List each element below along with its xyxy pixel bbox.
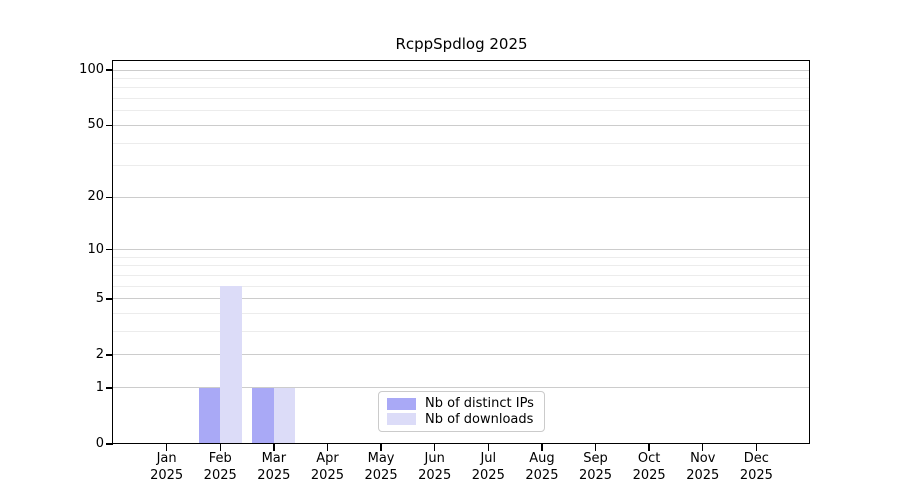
x-tick-mark: [273, 444, 275, 451]
x-tick-mark: [755, 444, 758, 451]
minor-gridline: [113, 78, 810, 80]
major-gridline: [113, 124, 810, 126]
minor-gridline: [113, 110, 810, 112]
x-tick-label: Aug 2025: [525, 451, 559, 483]
x-tick-label: Mar 2025: [257, 451, 291, 483]
major-gridline: [113, 298, 810, 300]
x-tick-label: Oct 2025: [632, 451, 666, 483]
x-tick-mark: [380, 444, 382, 451]
x-tick-label: May 2025: [364, 451, 398, 483]
x-tick-label: Feb 2025: [203, 451, 237, 483]
minor-gridline: [113, 256, 810, 258]
major-gridline: [113, 69, 810, 71]
x-tick-mark: [433, 444, 436, 451]
y-tick-mark: [106, 387, 113, 389]
x-tick-mark: [487, 444, 489, 451]
bar-distinct-ips: [252, 387, 274, 444]
x-tick-mark: [702, 444, 704, 451]
plot-area: [113, 61, 810, 444]
x-tick-label: Jun 2025: [418, 451, 452, 483]
x-tick-label: Jul 2025: [471, 451, 505, 483]
y-tick-label: 1: [95, 379, 104, 395]
minor-gridline: [113, 142, 810, 144]
x-tick-mark: [219, 444, 221, 451]
minor-gridline: [113, 331, 810, 333]
major-gridline: [113, 354, 810, 356]
x-tick-label: Apr 2025: [310, 451, 344, 483]
y-tick-mark: [106, 443, 113, 445]
x-tick-label: Dec 2025: [739, 451, 773, 483]
minor-gridline: [113, 87, 810, 89]
y-tick-label: 2: [95, 346, 104, 362]
x-tick-label: Jan 2025: [150, 451, 184, 483]
x-tick-mark: [594, 444, 597, 451]
y-tick-label: 50: [87, 117, 104, 133]
x-tick-mark: [541, 444, 543, 451]
y-tick-label: 20: [87, 189, 104, 205]
y-tick-mark: [106, 124, 113, 127]
y-tick-mark: [106, 196, 113, 199]
minor-gridline: [113, 313, 810, 315]
y-tick-mark: [106, 354, 113, 356]
major-gridline: [113, 196, 810, 198]
y-tick-mark: [106, 69, 113, 71]
minor-gridline: [113, 165, 810, 167]
x-tick-mark: [165, 444, 168, 451]
y-tick-label: 100: [79, 62, 104, 78]
minor-gridline: [113, 275, 810, 277]
legend-entry: Nb of downloads: [387, 412, 536, 427]
chart-title: RcppSpdlog 2025: [395, 35, 528, 53]
bar-distinct-ips: [198, 387, 221, 444]
y-tick-mark: [106, 298, 113, 300]
bar-downloads: [220, 286, 242, 444]
x-tick-label: Sep 2025: [578, 451, 613, 483]
major-gridline: [113, 387, 810, 389]
y-tick-label: 10: [87, 241, 104, 257]
legend-swatch-downloads-icon: [387, 413, 416, 426]
legend-entry-label: Nb of distinct IPs: [425, 396, 534, 412]
legend: Nb of distinct IPs Nb of downloads: [378, 391, 545, 432]
legend-entry-label: Nb of downloads: [425, 411, 534, 427]
minor-gridline: [113, 265, 810, 267]
major-gridline: [113, 249, 810, 251]
minor-gridline: [113, 285, 810, 287]
minor-gridline: [113, 98, 810, 100]
y-tick-label: 5: [95, 290, 104, 306]
x-tick-mark: [326, 444, 329, 451]
legend-entry: Nb of distinct IPs: [387, 396, 536, 411]
y-tick-label: 0: [95, 436, 104, 451]
bar-downloads: [273, 387, 296, 444]
y-tick-mark: [106, 249, 113, 251]
x-tick-label: Nov 2025: [686, 451, 720, 483]
legend-swatch-distinct-ips-icon: [387, 397, 416, 410]
x-tick-mark: [648, 444, 650, 451]
